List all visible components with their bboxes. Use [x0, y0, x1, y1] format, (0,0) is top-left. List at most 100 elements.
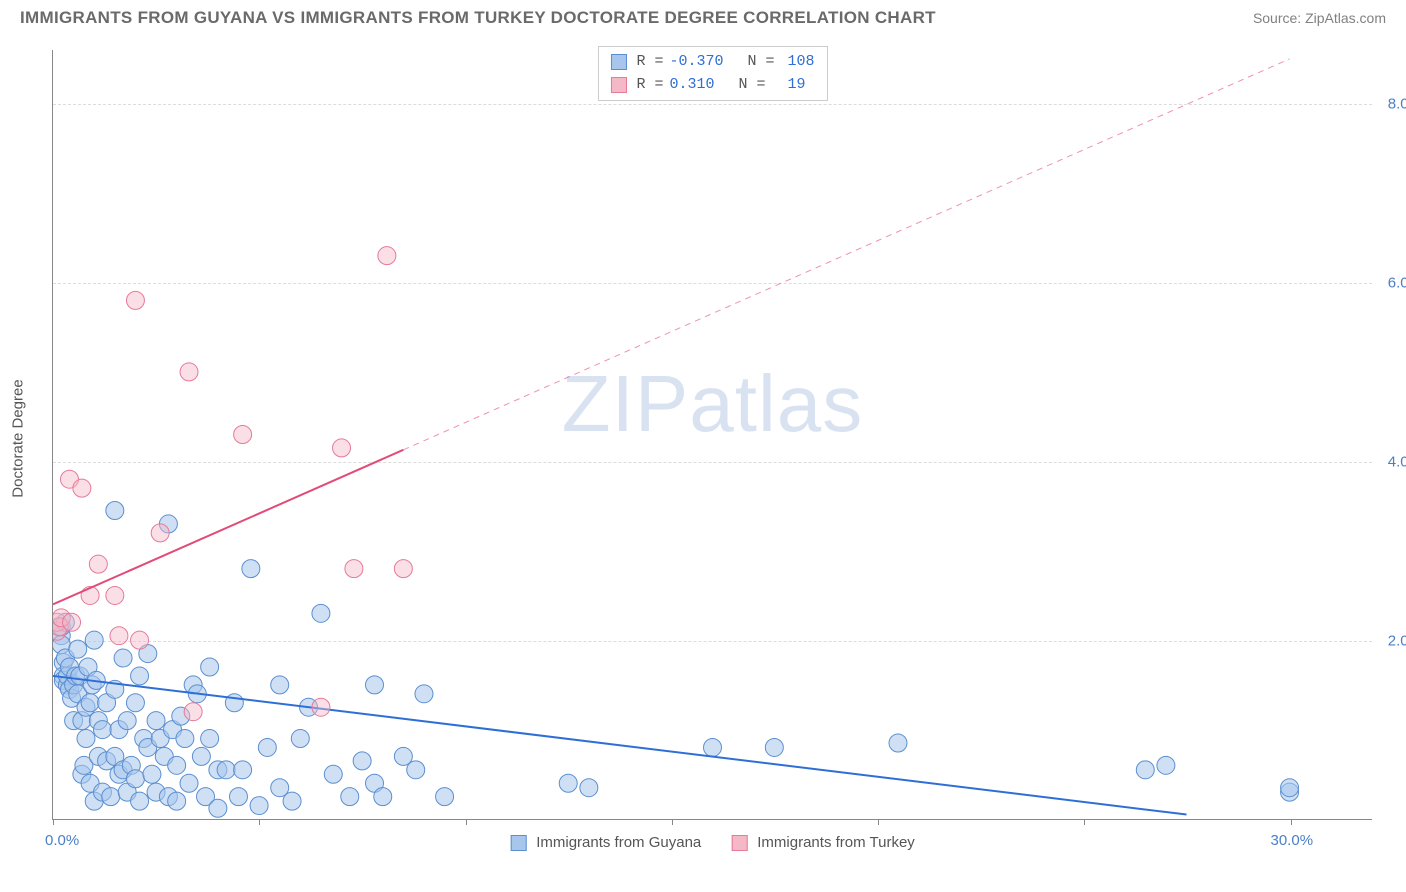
data-point — [93, 721, 111, 739]
legend-row-turkey: R = 0.310 N = 19 — [610, 74, 814, 97]
legend-swatch-turkey — [610, 77, 626, 93]
data-point — [180, 774, 198, 792]
data-point — [378, 247, 396, 265]
trend-line-solid — [53, 450, 403, 605]
data-point — [192, 747, 210, 765]
data-point — [168, 792, 186, 810]
source-attribution: Source: ZipAtlas.com — [1253, 10, 1386, 26]
data-point — [1281, 779, 1299, 797]
data-point — [89, 555, 107, 573]
data-point — [234, 426, 252, 444]
data-point — [209, 799, 227, 817]
legend-swatch-icon — [731, 835, 747, 851]
data-point — [324, 765, 342, 783]
legend-item-guyana: Immigrants from Guyana — [510, 834, 701, 851]
data-point — [63, 613, 81, 631]
data-point — [1157, 756, 1175, 774]
data-point — [291, 730, 309, 748]
data-point — [147, 712, 165, 730]
data-point — [81, 586, 99, 604]
data-point — [271, 676, 289, 694]
chart-title: IMMIGRANTS FROM GUYANA VS IMMIGRANTS FRO… — [20, 8, 936, 28]
data-point — [765, 738, 783, 756]
y-tick-label: 6.0% — [1388, 274, 1406, 291]
n-label: N = — [748, 51, 775, 74]
x-tick — [672, 819, 673, 825]
data-point — [184, 703, 202, 721]
data-point — [126, 291, 144, 309]
data-point — [436, 788, 454, 806]
x-tick — [53, 819, 54, 825]
legend-label: Immigrants from Turkey — [757, 834, 915, 851]
data-point — [242, 560, 260, 578]
data-point — [81, 694, 99, 712]
data-point — [333, 439, 351, 457]
data-point — [143, 765, 161, 783]
n-value: 19 — [772, 74, 806, 97]
data-point — [341, 788, 359, 806]
legend-item-turkey: Immigrants from Turkey — [731, 834, 915, 851]
data-point — [131, 792, 149, 810]
data-point — [353, 752, 371, 770]
legend-swatch-guyana — [610, 54, 626, 70]
r-label: R = — [636, 51, 663, 74]
x-tick — [878, 819, 879, 825]
x-tick — [259, 819, 260, 825]
data-point — [110, 627, 128, 645]
r-value: 0.310 — [669, 74, 714, 97]
data-point — [106, 586, 124, 604]
legend-swatch-icon — [510, 835, 526, 851]
data-point — [106, 502, 124, 520]
data-point — [217, 761, 235, 779]
x-tick-label: 0.0% — [45, 832, 79, 849]
data-point — [126, 694, 144, 712]
data-point — [229, 788, 247, 806]
data-point — [704, 738, 722, 756]
data-point — [415, 685, 433, 703]
data-point — [312, 604, 330, 622]
y-tick-label: 2.0% — [1388, 632, 1406, 649]
data-point — [131, 667, 149, 685]
chart-svg — [53, 50, 1372, 819]
data-point — [580, 779, 598, 797]
data-point — [151, 524, 169, 542]
data-point — [85, 631, 103, 649]
legend-label: Immigrants from Guyana — [536, 834, 701, 851]
data-point — [102, 788, 120, 806]
trend-line-dashed — [403, 59, 1289, 450]
data-point — [234, 761, 252, 779]
legend-correlation: R = -0.370 N = 108 R = 0.310 N = 19 — [597, 46, 827, 101]
x-tick-label: 30.0% — [1271, 832, 1314, 849]
data-point — [258, 738, 276, 756]
data-point — [394, 560, 412, 578]
data-point — [374, 788, 392, 806]
legend-row-guyana: R = -0.370 N = 108 — [610, 51, 814, 74]
data-point — [131, 631, 149, 649]
plot-area: ZIPatlas R = -0.370 N = 108 R = 0.310 N … — [52, 50, 1372, 820]
data-point — [114, 649, 132, 667]
x-tick — [1291, 819, 1292, 825]
y-tick-label: 4.0% — [1388, 453, 1406, 470]
y-axis-title: Doctorate Degree — [10, 379, 27, 497]
data-point — [201, 730, 219, 748]
data-point — [201, 658, 219, 676]
data-point — [366, 676, 384, 694]
y-tick-label: 8.0% — [1388, 95, 1406, 112]
x-tick — [1084, 819, 1085, 825]
data-point — [1136, 761, 1154, 779]
data-point — [180, 363, 198, 381]
data-point — [283, 792, 301, 810]
data-point — [345, 560, 363, 578]
data-point — [559, 774, 577, 792]
n-label: N = — [739, 74, 766, 97]
x-tick — [466, 819, 467, 825]
data-point — [889, 734, 907, 752]
r-value: -0.370 — [669, 51, 723, 74]
data-point — [118, 712, 136, 730]
legend-series: Immigrants from Guyana Immigrants from T… — [504, 832, 921, 853]
data-point — [250, 797, 268, 815]
chart-header: IMMIGRANTS FROM GUYANA VS IMMIGRANTS FRO… — [0, 0, 1406, 34]
data-point — [73, 479, 91, 497]
data-point — [126, 770, 144, 788]
data-point — [312, 698, 330, 716]
